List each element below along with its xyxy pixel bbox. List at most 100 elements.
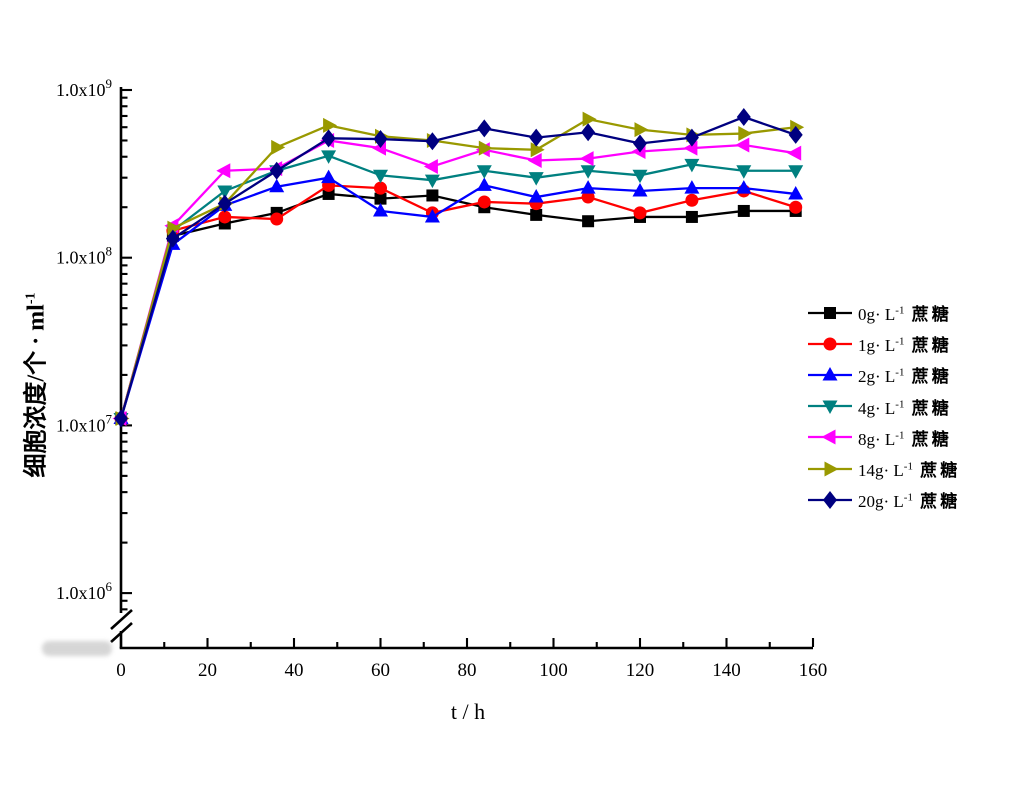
data-point xyxy=(424,174,440,189)
legend-label-exponent: -1 xyxy=(895,429,905,442)
data-point xyxy=(633,134,647,153)
data-point xyxy=(580,180,596,194)
x-tick-label: 20 xyxy=(198,660,217,681)
x-tick-label: 120 xyxy=(626,660,655,681)
data-point xyxy=(321,129,336,148)
data-point xyxy=(373,169,388,184)
data-point xyxy=(823,337,837,351)
legend-item-1g: 1g· L-1 蔗糖 xyxy=(808,328,960,359)
data-point xyxy=(633,206,647,220)
legend-item-2g: 2g· L-1 蔗糖 xyxy=(808,359,960,390)
y-axis-break-icon xyxy=(110,622,133,643)
data-point xyxy=(824,461,839,477)
data-point xyxy=(582,215,595,228)
legend-label-substance: 蔗糖 xyxy=(904,367,952,387)
legend-label-exponent: -1 xyxy=(895,366,905,379)
data-point xyxy=(528,172,544,186)
data-point xyxy=(527,152,542,168)
data-point xyxy=(788,165,804,179)
legend-item-4g: 4g· L-1 蔗糖 xyxy=(808,391,960,422)
data-point xyxy=(323,117,338,133)
legend-label: 1g· L-1 蔗糖 xyxy=(858,335,952,356)
series-line-8g xyxy=(119,139,796,419)
legend-label-substance: 蔗糖 xyxy=(904,305,952,325)
data-point xyxy=(374,192,387,205)
legend-label-substance: 蔗糖 xyxy=(904,336,952,356)
data-point xyxy=(321,169,337,184)
y-tick-label: 1.0x107 xyxy=(56,411,113,435)
data-point xyxy=(683,140,698,156)
legend-item-0g: 0g· L-1 蔗糖 xyxy=(808,297,960,328)
data-point xyxy=(374,181,387,195)
legend-marker-triangle-down-icon xyxy=(808,400,852,415)
data-point xyxy=(736,108,751,127)
data-point xyxy=(530,208,543,221)
legend-label-exponent: -1 xyxy=(903,460,913,473)
legend-marker-diamond-icon xyxy=(808,490,852,509)
series-20g xyxy=(114,108,803,428)
legend-label-substance: 蔗糖 xyxy=(904,398,952,418)
data-point xyxy=(269,161,284,180)
x-axis-title: t / h xyxy=(450,699,486,724)
data-point xyxy=(217,185,233,199)
series-line-4g xyxy=(119,154,796,419)
data-point xyxy=(581,123,596,142)
y-tick-label: 1.0x109 xyxy=(56,76,112,100)
data-point xyxy=(787,145,802,161)
data-point xyxy=(822,400,838,415)
legend-marker-square-icon xyxy=(808,306,852,319)
smudge-artifact xyxy=(42,641,112,656)
legend-label: 4g· L-1 蔗糖 xyxy=(858,398,952,418)
legend-label-exponent: -1 xyxy=(895,304,905,317)
legend-marker-circle-icon xyxy=(808,337,852,351)
data-point xyxy=(824,306,836,319)
legend-label: 20g· L-1 蔗糖 xyxy=(858,491,961,512)
data-point xyxy=(530,142,545,158)
data-point xyxy=(167,220,182,236)
x-tick-label: 80 xyxy=(458,660,477,681)
data-point xyxy=(426,189,439,202)
data-point xyxy=(477,119,492,138)
legend-item-8g: 8g· L-1 蔗糖 xyxy=(808,422,960,453)
data-point xyxy=(269,178,285,193)
x-tick-label: 140 xyxy=(712,660,741,681)
series-line-20g xyxy=(119,115,797,419)
x-tick-label: 60 xyxy=(371,660,390,681)
series-line-2g xyxy=(119,176,796,419)
legend-label: 14g· L-1 蔗糖 xyxy=(858,460,961,481)
legend-label-substance: 蔗糖 xyxy=(912,461,961,481)
data-point xyxy=(165,229,180,248)
data-point xyxy=(822,366,838,381)
data-point xyxy=(788,185,804,200)
y-axis-break-icon xyxy=(110,609,133,630)
series-1g xyxy=(114,178,803,425)
data-point xyxy=(737,204,750,217)
y-axis-title-exponent: -1 xyxy=(23,292,39,305)
data-point xyxy=(114,409,128,428)
series-line-14g xyxy=(119,117,796,419)
data-point xyxy=(373,202,388,217)
legend-label: 8g· L-1 蔗糖 xyxy=(858,429,952,449)
y-axis-title: 细胞浓度/个 · ml-1 xyxy=(16,292,51,477)
x-tick-label: 40 xyxy=(285,660,304,681)
data-point xyxy=(634,122,649,138)
series-line-1g xyxy=(119,184,797,419)
data-point xyxy=(685,193,699,207)
data-point xyxy=(218,210,232,224)
data-point xyxy=(216,163,231,179)
data-point xyxy=(821,429,836,445)
y-tick-label: 1.0x108 xyxy=(56,244,112,268)
data-point xyxy=(735,137,750,153)
y-tick-label: 1.0x106 xyxy=(56,579,113,603)
data-point xyxy=(788,125,803,144)
legend-label-exponent: -1 xyxy=(903,491,913,504)
series-8g xyxy=(112,132,802,426)
data-point xyxy=(684,128,699,147)
data-point xyxy=(529,128,544,147)
data-point xyxy=(478,140,493,156)
y-axis-title-text: 细胞浓度/个 · ml xyxy=(23,304,50,478)
data-point xyxy=(321,150,337,164)
data-point xyxy=(823,490,837,509)
legend-label-exponent: -1 xyxy=(895,398,905,410)
